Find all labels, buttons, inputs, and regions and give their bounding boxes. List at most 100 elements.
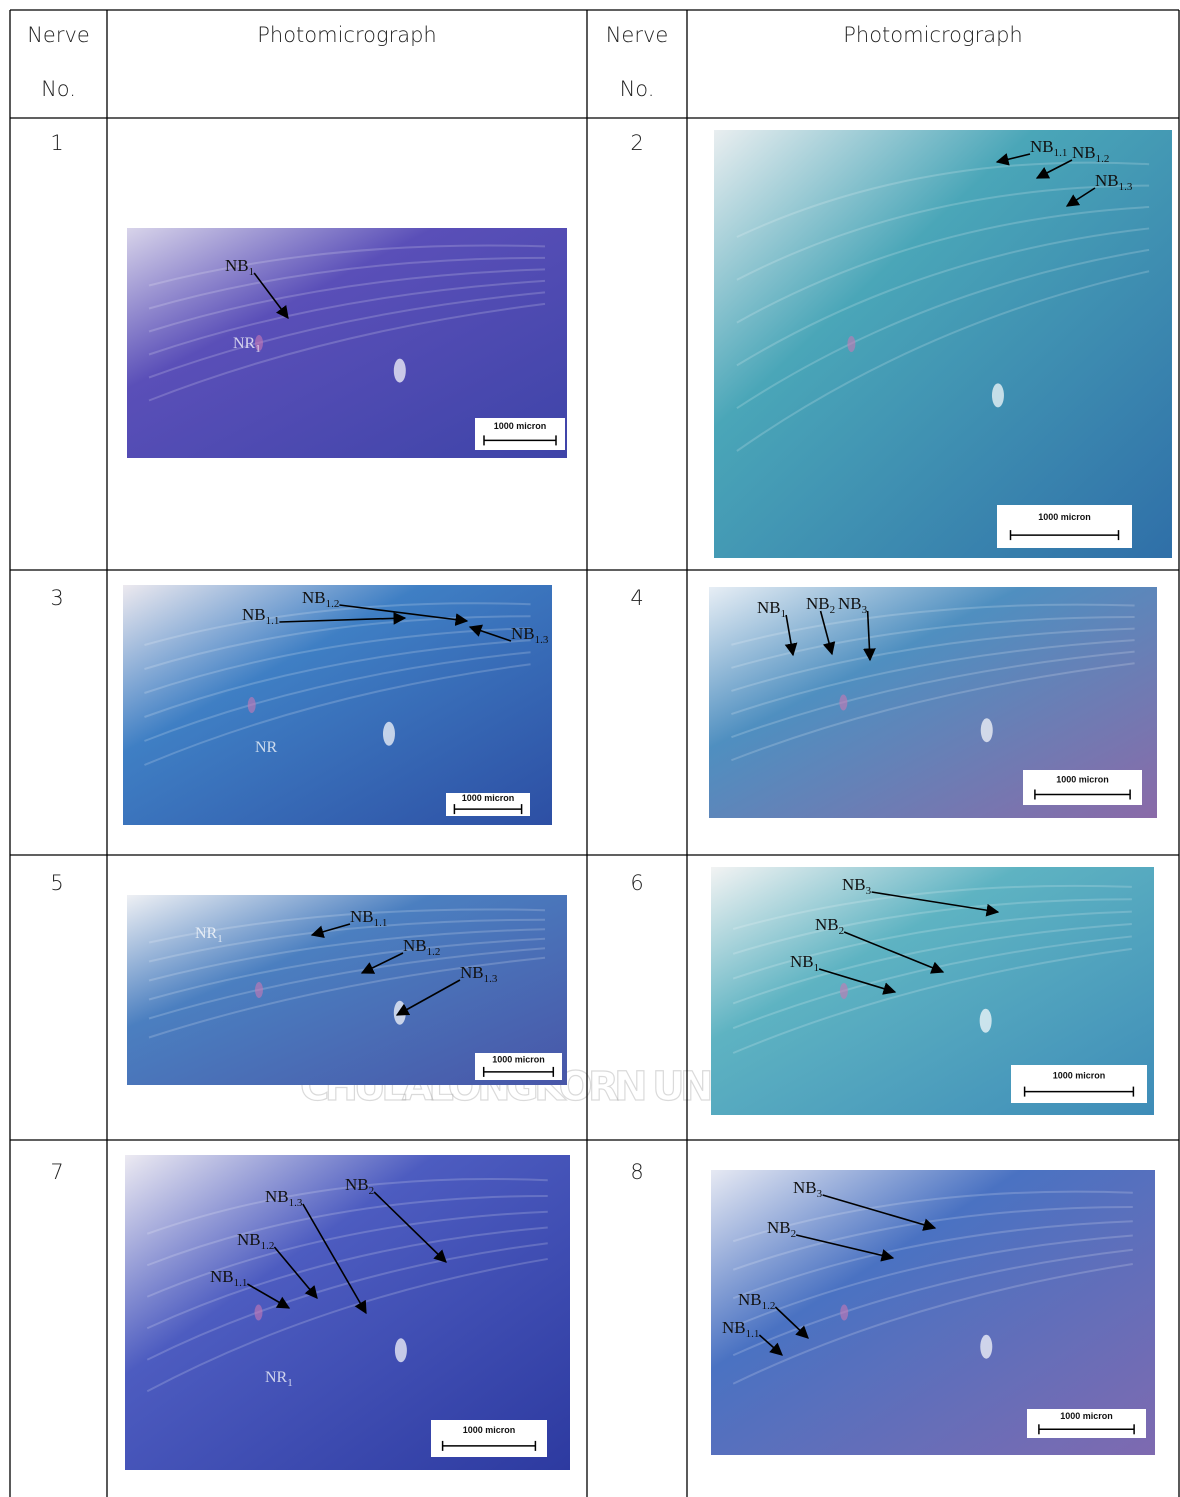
label-subscript: 1.1 [234, 1277, 248, 1289]
label-subscript: 1 [814, 962, 820, 974]
label-subscript: 2 [839, 925, 845, 937]
label-base: NB [767, 1218, 791, 1237]
label-base: NB [815, 915, 839, 934]
header-text: Photomicrograph [257, 23, 437, 47]
label-subscript: 1.2 [427, 946, 441, 958]
tissue-vessel [394, 359, 406, 383]
tissue-vessel [992, 383, 1004, 407]
label-subscript: 2 [791, 1228, 797, 1240]
label-base: NB [210, 1267, 234, 1286]
tissue-vessel [255, 982, 263, 998]
label-base: NB [1072, 143, 1096, 162]
label-subscript: 3 [866, 885, 872, 897]
label-base: NR [265, 1369, 288, 1386]
tissue-vessel [840, 983, 848, 999]
label-base: NB [225, 256, 249, 275]
tissue-vessel [840, 1305, 848, 1321]
header-text: No. [620, 77, 655, 101]
label-subscript: 1.3 [1119, 181, 1133, 193]
scale-text: 1000 micron [492, 1054, 545, 1064]
label-base: NB [403, 936, 427, 955]
label-subscript: 1 [287, 1377, 293, 1389]
photo-label: NR [255, 739, 278, 756]
label-base: NB [511, 624, 535, 643]
tissue-vessel [981, 718, 993, 742]
label-subscript: 1.2 [326, 598, 340, 610]
nerve-number: 1 [50, 131, 63, 155]
label-subscript: 1.2 [261, 1240, 275, 1252]
label-subscript: 1.1 [266, 615, 280, 627]
label-base: NB [790, 952, 814, 971]
label-base: NB [806, 594, 830, 613]
tissue-vessel [248, 697, 256, 713]
label-subscript: 2 [369, 1185, 375, 1197]
label-base: NR [195, 925, 218, 942]
photomicrograph: NB1.1NB1.2NB1.31000 micron [714, 130, 1172, 558]
label-base: NB [345, 1175, 369, 1194]
nerve-number: 2 [630, 131, 643, 155]
label-base: NB [237, 1230, 261, 1249]
label-subscript: 3 [862, 604, 868, 616]
nerve-number: 8 [630, 1160, 643, 1184]
tissue-vessel [980, 1335, 992, 1359]
label-base: NB [265, 1187, 289, 1206]
label-base: NB [1095, 171, 1119, 190]
scale-text: 1000 micron [1053, 1070, 1106, 1080]
nerve-number: 5 [50, 871, 63, 895]
label-base: NR [233, 335, 256, 352]
nerve-number: 3 [50, 586, 63, 610]
document-page: CHULALONGKORN UNIVERSITYNerveNo.Photomic… [0, 0, 1180, 1497]
tissue-vessel [383, 722, 395, 746]
scale-text: 1000 micron [494, 421, 547, 431]
label-base: NR [255, 739, 278, 756]
label-base: NB [350, 907, 374, 926]
label-subscript: 1.2 [1096, 153, 1110, 165]
label-base: NB [722, 1318, 746, 1337]
scale-text: 1000 micron [1056, 774, 1109, 784]
label-subscript: 2 [830, 604, 836, 616]
label-subscript: 1.1 [1054, 147, 1068, 159]
label-base: NB [838, 594, 862, 613]
scale-text: 1000 micron [1060, 1411, 1113, 1421]
tissue-vessel [980, 1009, 992, 1033]
label-base: NB [793, 1178, 817, 1197]
label-subscript: 1 [255, 343, 261, 355]
label-subscript: 1.3 [289, 1197, 303, 1209]
scale-text: 1000 micron [463, 1425, 516, 1435]
photo-image [123, 585, 552, 825]
label-subscript: 1 [781, 608, 787, 620]
label-subscript: 1.1 [374, 917, 388, 929]
nerve-number: 7 [50, 1160, 63, 1184]
tissue-vessel [255, 1305, 263, 1321]
header-text: Nerve [606, 23, 669, 47]
label-base: NB [302, 588, 326, 607]
photo-image [714, 130, 1172, 558]
label-base: NB [738, 1290, 762, 1309]
label-subscript: 1.1 [746, 1328, 760, 1340]
header-text: Photomicrograph [843, 23, 1023, 47]
label-subscript: 3 [817, 1188, 823, 1200]
label-subscript: 1 [249, 266, 255, 278]
nerve-number: 6 [630, 871, 643, 895]
label-base: NB [842, 875, 866, 894]
label-subscript: 1.3 [484, 973, 498, 985]
header-text: No. [41, 77, 76, 101]
label-subscript: 1.3 [535, 634, 549, 646]
tissue-vessel [847, 336, 855, 352]
label-base: NB [460, 963, 484, 982]
label-base: NB [757, 598, 781, 617]
tissue-vessel [839, 695, 847, 711]
header-text: Nerve [27, 23, 90, 47]
label-subscript: 1.2 [762, 1300, 776, 1312]
scale-text: 1000 micron [462, 793, 515, 803]
tissue-vessel [395, 1338, 407, 1362]
label-base: NB [1030, 137, 1054, 156]
label-base: NB [242, 605, 266, 624]
